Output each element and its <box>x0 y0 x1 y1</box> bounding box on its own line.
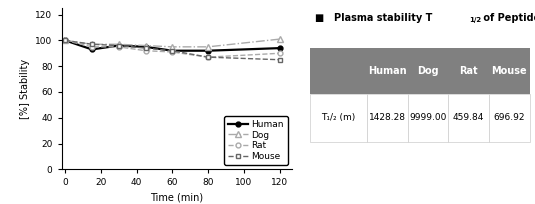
Mouse <box>116 44 122 47</box>
Text: Dog: Dog <box>417 66 439 76</box>
Dog <box>89 43 95 45</box>
Text: 1/2: 1/2 <box>469 17 482 23</box>
Text: 459.84: 459.84 <box>453 113 484 122</box>
Human <box>116 44 122 47</box>
Rat <box>205 56 211 58</box>
Text: T₁/₂ (m): T₁/₂ (m) <box>322 113 356 122</box>
FancyBboxPatch shape <box>489 94 530 142</box>
Human <box>89 48 95 51</box>
Dog <box>116 43 122 45</box>
Dog <box>205 46 211 48</box>
Dog <box>62 39 68 42</box>
Rat <box>169 51 175 53</box>
Mouse <box>62 39 68 42</box>
Mouse <box>277 59 283 61</box>
Text: 696.92: 696.92 <box>494 113 525 122</box>
Rat <box>89 46 95 48</box>
Mouse <box>89 43 95 45</box>
FancyBboxPatch shape <box>448 48 489 94</box>
Rat <box>62 39 68 42</box>
FancyBboxPatch shape <box>310 48 367 94</box>
Y-axis label: [%] Stability: [%] Stability <box>20 59 29 119</box>
Human <box>142 46 149 48</box>
Human <box>169 50 175 52</box>
FancyBboxPatch shape <box>310 94 367 142</box>
Dog <box>277 38 283 40</box>
FancyBboxPatch shape <box>489 48 530 94</box>
Rat <box>277 52 283 54</box>
Legend: Human, Dog, Rat, Mouse: Human, Dog, Rat, Mouse <box>224 116 287 165</box>
Dog <box>142 44 149 47</box>
Line: Dog: Dog <box>62 36 282 50</box>
Human <box>277 47 283 49</box>
Text: Human: Human <box>368 66 407 76</box>
Line: Mouse: Mouse <box>63 38 282 62</box>
FancyBboxPatch shape <box>408 94 448 142</box>
Text: 9999.00: 9999.00 <box>409 113 447 122</box>
Dog <box>169 46 175 48</box>
Text: 1428.28: 1428.28 <box>369 113 406 122</box>
Rat <box>116 46 122 48</box>
Rat <box>142 50 149 52</box>
Line: Human: Human <box>63 38 282 53</box>
Line: Rat: Rat <box>63 38 282 60</box>
FancyBboxPatch shape <box>367 94 408 142</box>
X-axis label: Time (min): Time (min) <box>150 193 203 203</box>
Text: Mouse: Mouse <box>492 66 527 76</box>
Mouse <box>169 50 175 52</box>
Mouse <box>205 56 211 58</box>
Text: Plasma stability T: Plasma stability T <box>334 13 433 23</box>
Mouse <box>142 47 149 49</box>
FancyBboxPatch shape <box>367 48 408 94</box>
Text: of Peptide 1: of Peptide 1 <box>480 13 535 23</box>
FancyBboxPatch shape <box>408 48 448 94</box>
FancyBboxPatch shape <box>448 94 489 142</box>
Text: Rat: Rat <box>460 66 478 76</box>
Human <box>62 39 68 42</box>
Human <box>205 50 211 52</box>
Text: ■: ■ <box>315 13 324 23</box>
